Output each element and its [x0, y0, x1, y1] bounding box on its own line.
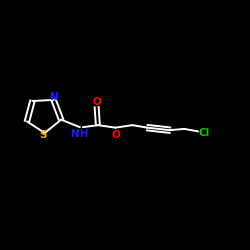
Text: O: O	[112, 130, 120, 140]
Text: NH: NH	[71, 129, 88, 139]
Text: O: O	[92, 97, 101, 107]
Text: N: N	[50, 92, 59, 102]
Text: S: S	[39, 130, 46, 140]
Text: Cl: Cl	[198, 128, 209, 138]
